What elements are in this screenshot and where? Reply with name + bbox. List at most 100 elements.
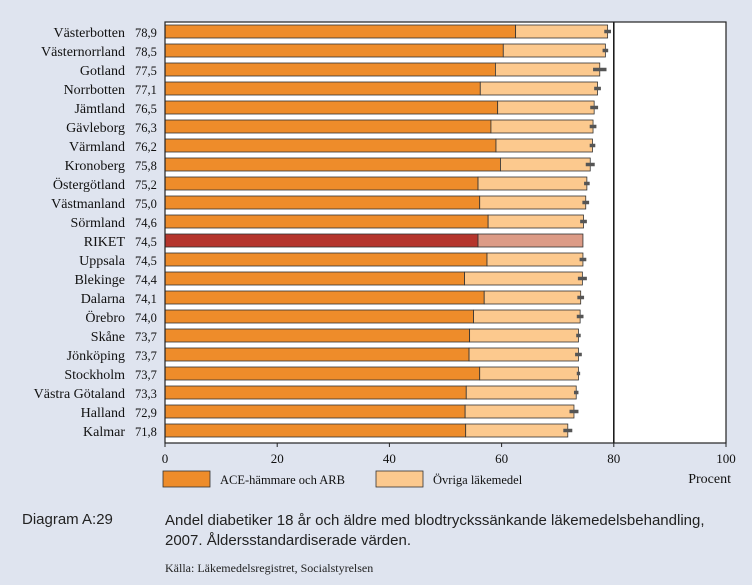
value-label-15: 74,0 [135, 311, 157, 325]
bar-ace-8 [164, 176, 479, 191]
x-axis-label: Procent [688, 472, 731, 487]
category-label-17: Jönköping [67, 349, 125, 364]
x-tick-label-2: 40 [383, 451, 396, 466]
bar-ovriga-4 [497, 100, 595, 115]
bar-ace-9 [164, 195, 481, 210]
value-label-17: 73,7 [135, 349, 157, 363]
bar-ace-11 [164, 233, 479, 248]
bar-ace-2 [164, 62, 496, 77]
bar-ace-15 [164, 309, 474, 324]
category-label-8: Östergötland [53, 176, 125, 193]
legend-label-ace: ACE-hämmare och ARB [220, 473, 345, 487]
x-tick-label-4: 80 [607, 451, 620, 466]
legend-swatch-ovriga [375, 470, 424, 488]
value-label-18: 73,7 [135, 368, 157, 382]
bar-ovriga-7 [500, 157, 591, 172]
bar-ace-10 [164, 214, 489, 229]
category-label-10: Sörmland [71, 216, 125, 231]
bar-ace-0 [164, 24, 517, 39]
bar-ace-5 [164, 119, 492, 134]
category-label-11: RIKET [84, 235, 126, 250]
value-label-7: 75,8 [135, 159, 157, 173]
source-note: Källa: Läkemedelsregistret, Socialstyrel… [165, 561, 374, 575]
category-label-16: Skåne [91, 330, 125, 345]
bar-ovriga-6 [495, 138, 593, 153]
category-label-12: Uppsala [79, 254, 126, 269]
chart: Västerbotten 78,9 Västernorrland 78,5 Gotlan… [34, 21, 736, 488]
value-label-8: 75,2 [135, 178, 157, 192]
bar-ace-20 [164, 404, 466, 419]
diagram-caption: Andel diabetiker 18 år och äldre med blo… [165, 512, 705, 549]
bar-ovriga-8 [477, 176, 588, 191]
bar-ovriga-20 [464, 404, 575, 419]
bar-ovriga-14 [483, 290, 582, 305]
value-label-21: 71,8 [135, 425, 157, 439]
value-label-9: 75,0 [135, 197, 157, 211]
bar-ovriga-10 [487, 214, 584, 229]
value-label-6: 76,2 [135, 140, 157, 154]
value-label-13: 74,4 [135, 273, 158, 287]
bar-ace-13 [164, 271, 465, 286]
bar-ace-17 [164, 347, 470, 362]
category-label-3: Norrbotten [64, 83, 125, 98]
value-label-20: 72,9 [135, 406, 157, 420]
value-label-10: 74,6 [135, 216, 157, 230]
x-tick-label-5: 100 [716, 451, 736, 466]
bar-ace-7 [164, 157, 501, 172]
bar-ovriga-5 [490, 119, 594, 134]
bar-ovriga-0 [515, 24, 609, 39]
bar-ovriga-15 [473, 309, 581, 324]
category-label-19: Västra Götaland [34, 387, 125, 402]
bar-ace-1 [164, 43, 504, 58]
bar-ovriga-21 [465, 423, 569, 438]
bar-ovriga-3 [479, 81, 598, 96]
category-label-7: Kronoberg [65, 159, 125, 174]
category-label-5: Gävleborg [66, 121, 125, 136]
bar-ovriga-12 [486, 252, 584, 267]
bar-ovriga-9 [479, 195, 587, 210]
bar-ovriga-1 [502, 43, 606, 58]
bar-ovriga-2 [495, 62, 601, 77]
category-label-18: Stockholm [64, 368, 125, 383]
bar-ovriga-11 [477, 233, 584, 248]
category-label-13: Blekinge [74, 273, 125, 288]
x-tick-label-1: 20 [271, 451, 284, 466]
category-label-0: Västerbotten [53, 26, 125, 41]
value-label-11: 74,5 [135, 235, 157, 249]
bar-ace-12 [164, 252, 488, 267]
x-tick-label-0: 0 [162, 451, 169, 466]
category-label-4: Jämtland [74, 102, 125, 117]
bar-ace-3 [164, 81, 481, 96]
bar-ace-14 [164, 290, 485, 305]
legend-label-ovriga: Övriga läkemedel [433, 473, 523, 487]
category-label-14: Dalarna [81, 292, 126, 307]
bar-ovriga-17 [468, 347, 579, 362]
value-label-1: 78,5 [135, 45, 157, 59]
category-label-2: Gotland [80, 64, 125, 79]
bar-ace-18 [164, 366, 481, 381]
value-label-2: 77,5 [135, 64, 157, 78]
plot-frame [164, 21, 727, 444]
bar-ovriga-19 [465, 385, 577, 400]
bar-ace-21 [164, 423, 467, 438]
bar-ace-4 [164, 100, 499, 115]
bar-ovriga-16 [469, 328, 579, 343]
category-label-20: Halland [81, 406, 125, 421]
bar-ovriga-13 [464, 271, 583, 286]
x-tick-label-3: 60 [495, 451, 508, 466]
value-label-16: 73,7 [135, 330, 157, 344]
category-label-21: Kalmar [83, 425, 125, 440]
legend-swatch-ace [162, 470, 211, 488]
category-label-6: Värmland [69, 140, 125, 155]
category-label-9: Västmanland [51, 197, 125, 212]
bar-ace-16 [164, 328, 471, 343]
value-label-4: 76,5 [135, 102, 157, 116]
diagram-label: Diagram A:29 [22, 511, 113, 528]
category-label-15: Örebro [85, 309, 125, 326]
bar-ace-6 [164, 138, 497, 153]
value-label-19: 73,3 [135, 387, 157, 401]
bar-ace-19 [164, 385, 467, 400]
value-label-5: 76,3 [135, 121, 157, 135]
value-label-14: 74,1 [135, 292, 157, 306]
value-label-12: 74,5 [135, 254, 157, 268]
